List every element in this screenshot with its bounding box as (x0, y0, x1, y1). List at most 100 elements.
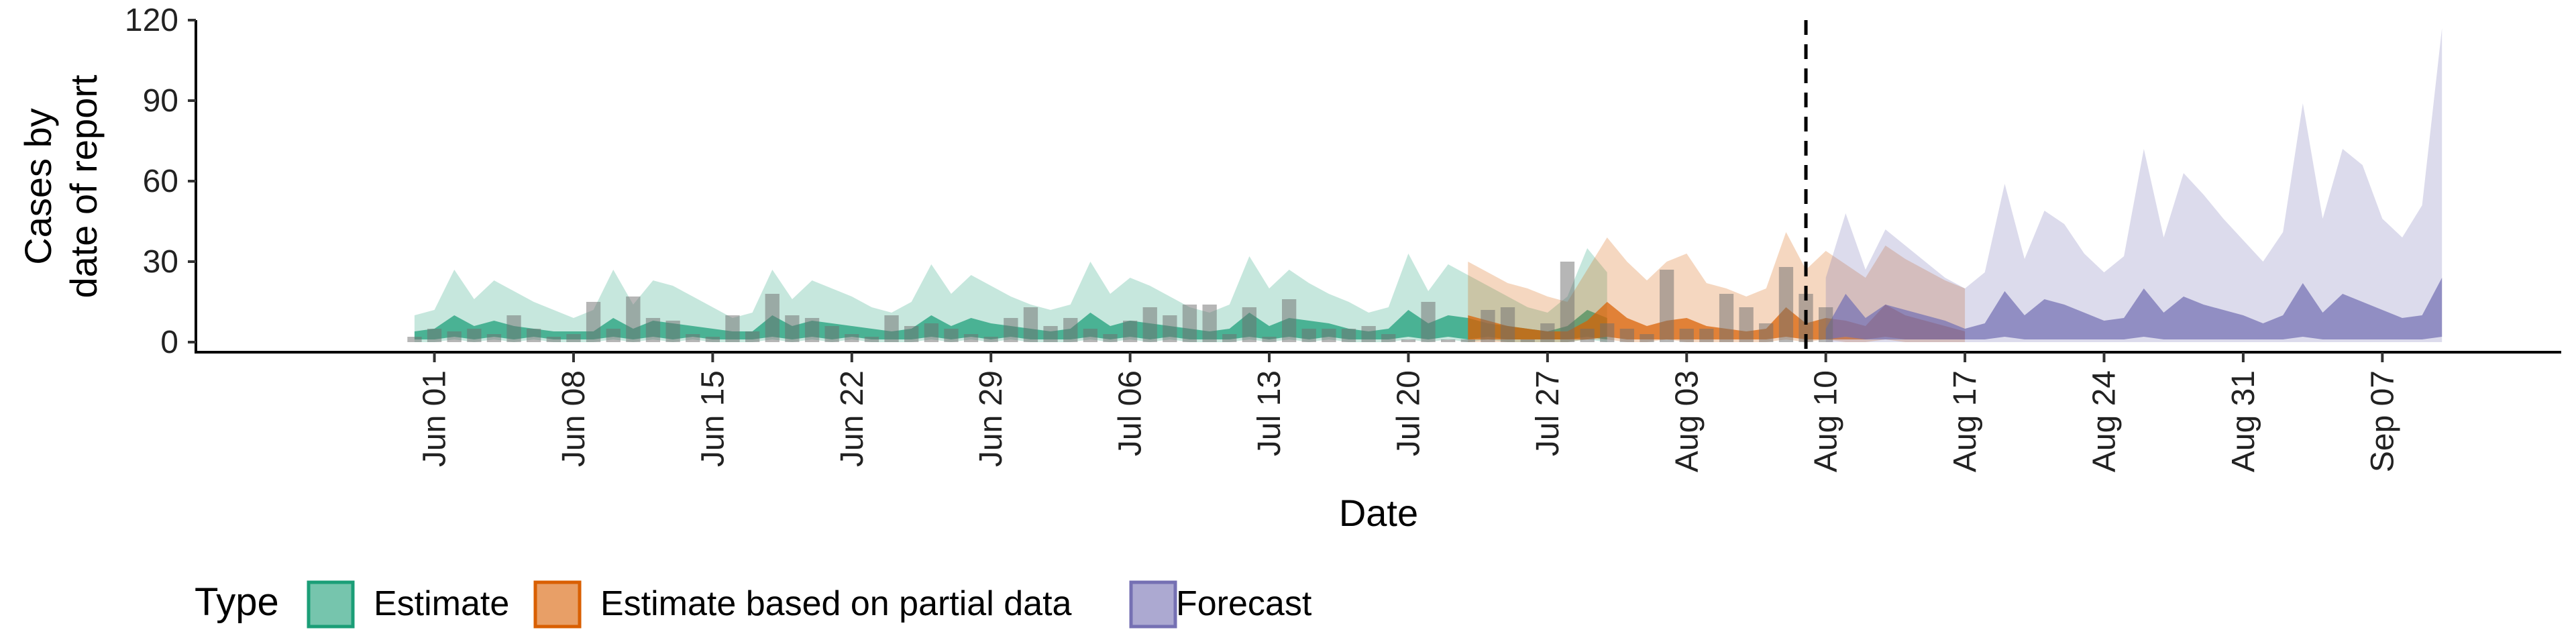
observed-bar (1540, 323, 1555, 342)
observed-bar (1322, 329, 1336, 342)
observed-bar (725, 315, 740, 342)
y-tick-label: 30 (143, 244, 178, 280)
observed-bar (665, 321, 680, 342)
observed-bar (963, 334, 979, 342)
band-inner-forecast (1825, 278, 2443, 339)
observed-bar (1560, 262, 1575, 342)
observed-bar (804, 318, 820, 342)
observed-bar (705, 337, 720, 342)
observed-bar (645, 318, 661, 342)
observed-bar (1103, 334, 1118, 342)
observed-bar (467, 329, 482, 342)
observed-bar (1004, 318, 1018, 342)
observed-bar (1660, 270, 1674, 342)
observed-bar (1083, 329, 1097, 342)
observed-bar (1222, 334, 1237, 342)
band-outer-estimate (414, 248, 1607, 342)
observed-bar (626, 297, 641, 342)
x-tick-label: Aug 24 (2087, 370, 2123, 472)
observed-bar (1262, 337, 1277, 342)
observed-bar (1043, 326, 1058, 342)
observed-bar (1341, 329, 1356, 342)
observed-bar (884, 315, 899, 342)
observed-bar (486, 334, 502, 342)
observed-bar (527, 329, 541, 342)
observed-bar (1819, 307, 1833, 342)
observed-bar (785, 315, 800, 342)
observed-bar (1361, 326, 1376, 342)
x-tick-label: Jul 06 (1113, 370, 1148, 456)
observed-bar (1580, 329, 1595, 342)
observed-bar (1301, 329, 1316, 342)
observed-bar (1739, 307, 1754, 342)
observed-bar (983, 337, 998, 342)
x-tick-label: Aug 17 (1947, 370, 1983, 472)
observed-bar (1481, 310, 1495, 342)
observed-bar (1520, 339, 1535, 342)
observed-bar (1699, 329, 1714, 342)
observed-bar (1619, 329, 1634, 342)
observed-bar (686, 334, 700, 342)
observed-bar (864, 337, 879, 342)
legend-key-estimate-based-on-partial-data (533, 580, 582, 629)
legend-key-forecast (1129, 580, 1177, 629)
observed-bar (944, 329, 959, 342)
observed-bar (1182, 305, 1197, 342)
plot-bars (407, 262, 1833, 342)
observed-bar (1600, 323, 1615, 342)
x-tick-label: Jun 29 (973, 370, 1009, 467)
observed-bar (566, 334, 581, 342)
observed-bar (447, 331, 462, 342)
x-tick-label: Jun 08 (556, 370, 592, 467)
observed-bar (1202, 305, 1217, 342)
observed-bar (1163, 315, 1177, 342)
x-tick-label: Jul 13 (1252, 370, 1287, 456)
observed-bar (606, 329, 621, 342)
observed-bar (765, 294, 780, 342)
observed-bar (1460, 339, 1475, 342)
legend-label-estimate-based-on-partial-data: Estimate based on partial data (600, 584, 1072, 623)
legend-key-estimate (307, 580, 355, 629)
observed-bar (427, 329, 442, 342)
observed-bar (1500, 307, 1515, 342)
observed-bar (1759, 323, 1774, 342)
x-tick-label: Aug 03 (1669, 370, 1705, 472)
legend-title: Type (195, 580, 279, 624)
y-ticks: 0 30 60 90 120 (125, 3, 196, 360)
x-tick-label: Jun 22 (835, 370, 870, 467)
observed-bar (1679, 329, 1694, 342)
observed-bar (407, 337, 422, 342)
plot-areas (414, 28, 2443, 342)
observed-bar (586, 302, 601, 342)
legend: Type Estimate Estimate based on partial d… (195, 580, 1312, 629)
x-tick-label: Jul 20 (1391, 370, 1426, 456)
y-tick-label: 0 (160, 325, 178, 360)
observed-bar (1023, 307, 1038, 342)
observed-bar (1242, 307, 1256, 342)
y-axis-title-line-1: Cases by (17, 108, 59, 264)
observed-bar (1421, 302, 1436, 342)
observed-bar (1123, 321, 1138, 342)
x-ticks: Jun 01 Jun 08 Jun 15 Jun 22 Jun 29 Jul 06 Jul … (417, 352, 2400, 472)
y-tick-label: 120 (125, 3, 178, 38)
observed-bar (1401, 339, 1416, 342)
observed-bar (1719, 294, 1734, 342)
observed-bar (506, 315, 521, 342)
legend-label-forecast: Forecast (1176, 584, 1312, 623)
band-outer-forecast (1825, 28, 2443, 342)
x-tick-label: Aug 10 (1809, 370, 1844, 472)
observed-bar (904, 326, 919, 342)
observed-bar (546, 337, 561, 342)
observed-bar (1282, 299, 1297, 342)
observed-bar (1063, 318, 1078, 342)
observed-bar (1142, 307, 1157, 342)
observed-bar (1640, 334, 1654, 342)
x-tick-label: Jun 15 (695, 370, 731, 467)
y-tick-label: 90 (143, 83, 178, 119)
x-tick-label: Jul 27 (1530, 370, 1566, 456)
y-axis-title-line-2: date of report (62, 74, 105, 299)
legend-label-estimate: Estimate (374, 584, 509, 623)
observed-bar (1778, 267, 1794, 342)
observed-bar (745, 331, 760, 342)
